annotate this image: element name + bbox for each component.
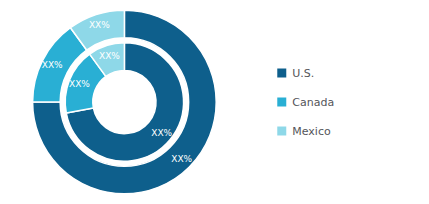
svg-text:XX%: XX% [171, 154, 192, 164]
svg-text:U.S.: U.S. [292, 67, 314, 80]
svg-text:XX%: XX% [99, 51, 120, 61]
svg-text:Mexico: Mexico [292, 125, 331, 138]
svg-text:XX%: XX% [151, 128, 172, 138]
svg-text:XX%: XX% [69, 79, 90, 89]
svg-text:XX%: XX% [42, 60, 63, 70]
svg-text:Canada: Canada [292, 96, 334, 109]
svg-text:XX%: XX% [89, 20, 110, 30]
